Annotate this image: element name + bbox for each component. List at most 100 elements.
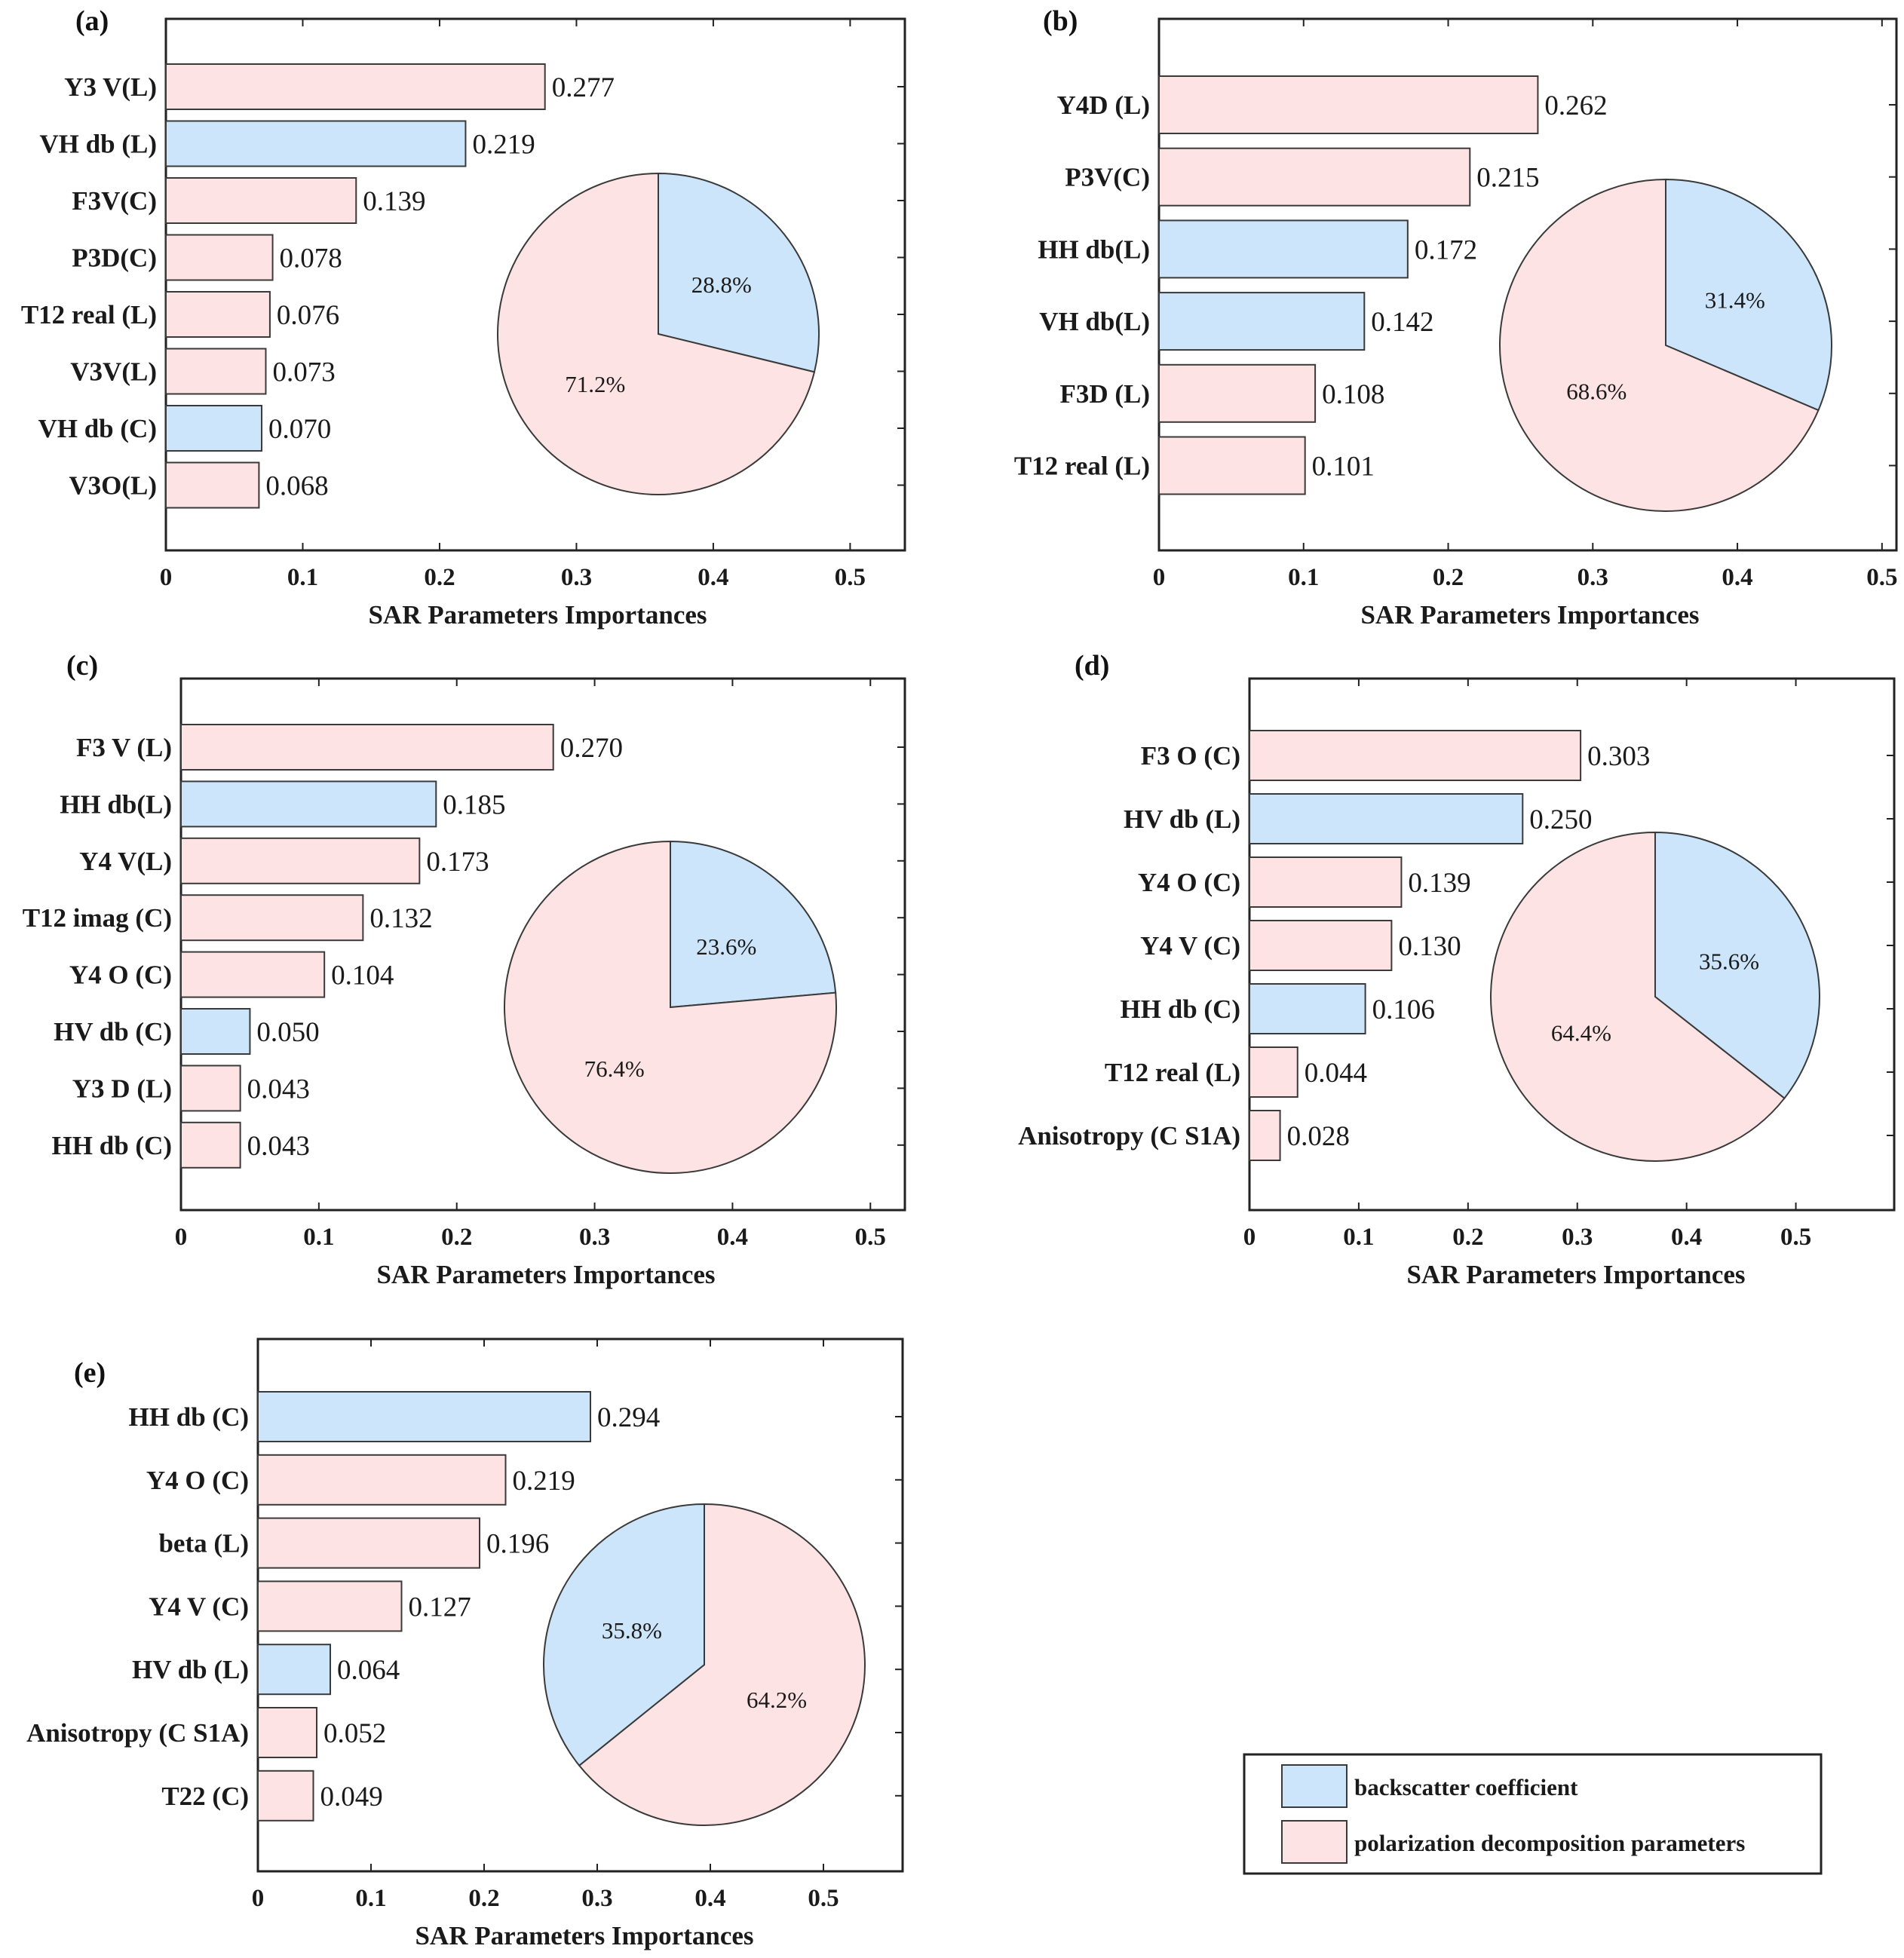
y-tick-label-e: HV db (L) bbox=[132, 1655, 249, 1684]
x-tick-label-d: 0.4 bbox=[1671, 1224, 1702, 1251]
y-tick-label-c: HV db (C) bbox=[54, 1017, 172, 1046]
bar-a-1 bbox=[165, 63, 546, 110]
y-tick-label-e: Y4 O (C) bbox=[146, 1466, 249, 1495]
x-tick-label-a: 0.2 bbox=[424, 564, 455, 591]
bar-d-5 bbox=[1249, 983, 1366, 1034]
bar-value-label-e: 0.196 bbox=[486, 1529, 549, 1560]
x-tick-label-b: 0.5 bbox=[1866, 564, 1897, 591]
x-tick-label-d: 0 bbox=[1243, 1224, 1256, 1251]
y-tick-label-e: HH db (C) bbox=[129, 1402, 249, 1432]
pie-slice-a-backscatter bbox=[658, 172, 820, 373]
bar-e-3 bbox=[257, 1517, 480, 1569]
y-tick-label-d: HH db (C) bbox=[1121, 994, 1240, 1024]
y-tick-label-c: HH db (C) bbox=[52, 1131, 172, 1160]
x-tick-label-c: 0 bbox=[175, 1224, 188, 1251]
y-tick-label-a: T12 real (L) bbox=[21, 300, 157, 329]
y-tick-label-d: Y4 O (C) bbox=[1138, 868, 1240, 897]
bar-value-label-b: 0.172 bbox=[1415, 234, 1477, 265]
x-tick-label-a: 0 bbox=[160, 564, 173, 591]
y-tick-label-b: T12 real (L) bbox=[1014, 452, 1150, 481]
bar-value-label-b: 0.142 bbox=[1371, 307, 1433, 338]
bar-d-3 bbox=[1249, 856, 1403, 908]
y-tick-label-e: Y4 V (C) bbox=[149, 1592, 249, 1621]
bar-value-label-b: 0.215 bbox=[1476, 163, 1539, 194]
panel-e: (e) 0 0.1 0.2 0.3 0.4 0.5 SAR Parameters Import… bbox=[26, 1338, 904, 1950]
y-tick-label-e: Anisotropy (C S1A) bbox=[26, 1718, 249, 1748]
y-tick-label-c: Y4 O (C) bbox=[69, 961, 172, 990]
bar-value-label-e: 0.294 bbox=[597, 1402, 660, 1433]
pie-slice-d-backscatter bbox=[1654, 831, 1820, 1100]
x-tick-label-e: 0.2 bbox=[468, 1885, 499, 1912]
y-tick-label-a: F3V(C) bbox=[72, 186, 157, 216]
pie-slice-c-backscatter bbox=[670, 840, 837, 1009]
plot-area-b bbox=[1157, 17, 1898, 552]
pie-slice-d-polarization bbox=[1489, 831, 1786, 1162]
y-tick-label-c: Y4 V(L) bbox=[79, 847, 172, 876]
bar-b-5 bbox=[1158, 363, 1317, 423]
panel-b: (b) 0 0.1 0.2 0.3 0.4 0.5 SAR Parameters Import… bbox=[1014, 5, 1898, 630]
x-tick-label-a: 0.3 bbox=[561, 564, 592, 591]
bar-value-label-e: 0.049 bbox=[320, 1782, 383, 1812]
bar-c-1 bbox=[180, 724, 554, 771]
pie-label-b-polarization: 68.6% bbox=[1566, 378, 1627, 405]
legend-label-backscatter: backscatter coefficient bbox=[1354, 1774, 1578, 1800]
y-tick-label-b: VH db(L) bbox=[1039, 307, 1150, 336]
pie-label-c-backscatter: 23.6% bbox=[696, 933, 756, 960]
plot-area-c bbox=[179, 677, 906, 1212]
bar-c-5 bbox=[180, 951, 326, 998]
bar-value-label-e: 0.064 bbox=[337, 1655, 400, 1686]
bar-value-label-c: 0.104 bbox=[331, 961, 394, 991]
x-axis-label-c: SAR Parameters Importances bbox=[376, 1260, 715, 1289]
bar-value-label-a: 0.139 bbox=[363, 186, 425, 217]
bar-d-2 bbox=[1249, 793, 1524, 844]
bar-a-6 bbox=[165, 348, 267, 395]
y-tick-label-b: Y4D (L) bbox=[1057, 90, 1150, 120]
bar-d-6 bbox=[1249, 1046, 1298, 1098]
bar-a-3 bbox=[165, 177, 357, 224]
bar-d-4 bbox=[1249, 920, 1393, 971]
bar-value-label-a: 0.070 bbox=[268, 414, 331, 445]
bar-b-3 bbox=[1158, 219, 1409, 279]
pie-label-a-polarization: 71.2% bbox=[565, 371, 625, 397]
bar-value-label-c: 0.270 bbox=[560, 733, 623, 764]
x-axis-label-e: SAR Parameters Importances bbox=[415, 1921, 753, 1950]
y-tick-label-a: VH db (L) bbox=[39, 130, 157, 159]
x-tick-label-b: 0.4 bbox=[1722, 564, 1752, 591]
bar-b-2 bbox=[1158, 147, 1471, 207]
bar-value-label-a: 0.078 bbox=[280, 244, 342, 274]
x-tick-label-e: 0.5 bbox=[808, 1885, 839, 1912]
x-tick-label-d: 0.2 bbox=[1452, 1224, 1483, 1251]
bar-a-8 bbox=[165, 461, 260, 509]
pie-label-a-backscatter: 28.8% bbox=[691, 271, 752, 298]
panel-label-e: (e) bbox=[74, 1357, 106, 1389]
bar-value-label-b: 0.108 bbox=[1322, 379, 1384, 410]
bar-value-label-e: 0.052 bbox=[323, 1718, 386, 1749]
panel-label-d: (d) bbox=[1075, 650, 1109, 682]
x-axis-label-d: SAR Parameters Importances bbox=[1406, 1260, 1745, 1289]
bar-d-1 bbox=[1249, 730, 1582, 781]
x-tick-label-a: 0.4 bbox=[698, 564, 728, 591]
y-tick-label-a: V3O(L) bbox=[69, 471, 157, 501]
bar-a-2 bbox=[165, 120, 467, 167]
y-tick-label-d: T12 real (L) bbox=[1105, 1058, 1240, 1087]
x-tick-label-b: 0.2 bbox=[1433, 564, 1464, 591]
bar-d-7 bbox=[1249, 1110, 1281, 1161]
legend-swatch-polarization bbox=[1281, 1820, 1348, 1864]
pie-slice-c-polarization bbox=[504, 840, 837, 1174]
x-tick-label-c: 0.5 bbox=[855, 1224, 886, 1251]
bar-value-label-e: 0.219 bbox=[513, 1466, 575, 1497]
panel-label-c: (c) bbox=[66, 650, 98, 682]
legend: backscatter coefficient polarization dec… bbox=[1243, 1753, 1823, 1875]
x-tick-label-a: 0.1 bbox=[287, 564, 318, 591]
bar-value-label-c: 0.132 bbox=[369, 903, 432, 934]
bar-value-label-a: 0.073 bbox=[272, 357, 335, 388]
x-tick-label-c: 0.2 bbox=[441, 1224, 472, 1251]
bar-value-label-a: 0.068 bbox=[265, 471, 328, 502]
bar-value-label-d: 0.044 bbox=[1305, 1058, 1367, 1089]
x-tick-label-d: 0.3 bbox=[1562, 1224, 1593, 1251]
y-tick-label-c: HH db(L) bbox=[60, 789, 172, 819]
bar-value-label-c: 0.043 bbox=[247, 1131, 310, 1162]
bar-c-7 bbox=[180, 1065, 241, 1112]
pie-slice-b-polarization bbox=[1499, 178, 1820, 512]
